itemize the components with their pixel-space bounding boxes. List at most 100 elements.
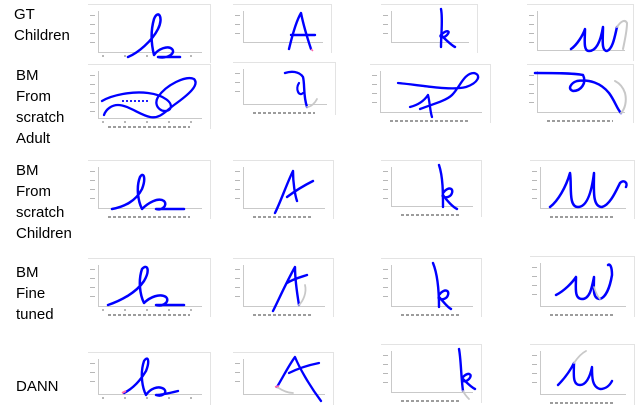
axis-caption	[550, 402, 614, 404]
trajectory-b	[106, 265, 186, 307]
plot-axes	[243, 11, 323, 43]
row-label-line: tuned	[16, 306, 54, 323]
row-label-line: scratch	[16, 109, 65, 126]
trajectory-a	[273, 169, 315, 215]
row-label-bm-scratch-adult: BM From scratch Adult	[16, 65, 64, 149]
row-label-bm-fine-tuned: BM Fine tuned	[16, 262, 54, 325]
row-label-line: scratch	[16, 204, 65, 221]
row-label-line: From	[16, 183, 51, 200]
x-ticks	[102, 397, 200, 399]
axis-caption	[401, 214, 461, 216]
trajectory-u	[556, 350, 614, 391]
axis-caption	[550, 216, 614, 218]
row-label-line: BM	[16, 162, 39, 179]
plot-gt-children-k	[381, 4, 478, 53]
axis-caption	[401, 314, 461, 316]
y-ticks	[90, 269, 95, 301]
x-ticks	[102, 121, 200, 123]
axis-caption	[401, 400, 461, 402]
row-label-line: BM	[16, 264, 39, 281]
y-ticks	[235, 171, 240, 203]
plot-bm-scratch-children-a	[233, 160, 334, 219]
row-label-dann: DANN	[16, 376, 59, 397]
axis-caption	[253, 314, 313, 316]
plot-bm-scratch-children-u	[530, 160, 635, 219]
plot-axes	[537, 11, 625, 51]
trajectory-k	[431, 261, 453, 311]
trajectory-u	[548, 171, 628, 209]
plot-bm-fine-tuned-k	[381, 258, 482, 317]
plot-axes	[243, 69, 327, 105]
y-ticks	[532, 267, 537, 301]
x-ticks	[102, 55, 200, 57]
row-label-line: DANN	[16, 378, 59, 395]
trajectory-u	[569, 19, 629, 53]
axis-caption	[108, 314, 190, 316]
y-ticks	[532, 171, 537, 203]
x-ticks	[102, 309, 200, 311]
y-ticks	[383, 15, 388, 37]
trajectory-a	[283, 70, 318, 109]
trajectory-a	[271, 265, 309, 313]
plot-bm-scratch-adult-a	[233, 62, 336, 115]
y-ticks	[383, 355, 388, 387]
y-ticks	[235, 363, 240, 389]
plot-axes	[98, 167, 202, 209]
plot-axes	[98, 11, 202, 53]
plot-bm-scratch-adult-u	[527, 64, 634, 123]
plot-axes	[243, 359, 325, 395]
plot-axes	[540, 351, 626, 395]
y-ticks	[235, 73, 240, 99]
plot-axes	[98, 265, 202, 307]
plot-dann-b	[88, 352, 211, 405]
trajectory-k	[439, 7, 457, 49]
y-ticks	[90, 171, 95, 203]
y-ticks	[383, 171, 388, 201]
axis-caption	[108, 216, 190, 218]
y-ticks	[532, 355, 537, 389]
plot-axes	[98, 359, 202, 395]
row-label-line: GT	[14, 6, 35, 23]
y-ticks	[529, 15, 534, 45]
plot-axes	[391, 351, 473, 393]
plot-axes	[540, 167, 626, 209]
plot-axes	[391, 167, 473, 207]
plot-axes	[537, 71, 625, 113]
y-ticks	[90, 363, 95, 389]
y-ticks	[235, 15, 240, 37]
plot-bm-fine-tuned-a	[233, 258, 334, 317]
axis-caption	[550, 314, 614, 316]
axis-caption	[108, 126, 190, 128]
plot-gt-children-u	[527, 4, 634, 61]
trajectory-b	[121, 357, 180, 397]
trajectory-u	[533, 71, 627, 115]
plot-bm-fine-tuned-b	[88, 258, 211, 317]
trajectory-u	[554, 263, 614, 301]
trajectory-k	[437, 163, 459, 211]
axis-caption	[253, 216, 313, 218]
y-ticks	[90, 15, 95, 47]
row-label-line: From	[16, 88, 51, 105]
trajectory-a	[274, 355, 323, 403]
plot-axes	[391, 265, 473, 307]
plot-bm-scratch-children-k	[381, 160, 482, 217]
trajectory-k	[396, 71, 480, 119]
plot-gt-children-a	[233, 4, 332, 53]
axis-caption	[547, 120, 613, 122]
trajectory-a	[287, 11, 317, 52]
plot-bm-scratch-adult-k	[370, 64, 491, 123]
row-label-line: Children	[14, 27, 70, 44]
row-label-bm-scratch-children: BM From scratch Children	[16, 160, 72, 244]
y-ticks	[90, 75, 95, 113]
y-ticks	[372, 75, 377, 107]
plot-dann-a	[233, 352, 334, 405]
row-label-line: BM	[16, 67, 39, 84]
row-label-line: Fine	[16, 285, 46, 302]
trajectory-k	[457, 347, 477, 400]
trajectory-b	[110, 173, 186, 211]
trajectory-b	[100, 76, 197, 119]
plot-axes	[98, 71, 202, 119]
plot-bm-scratch-children-b	[88, 160, 211, 219]
axis-caption	[390, 120, 470, 122]
plot-bm-fine-tuned-u	[530, 256, 635, 317]
